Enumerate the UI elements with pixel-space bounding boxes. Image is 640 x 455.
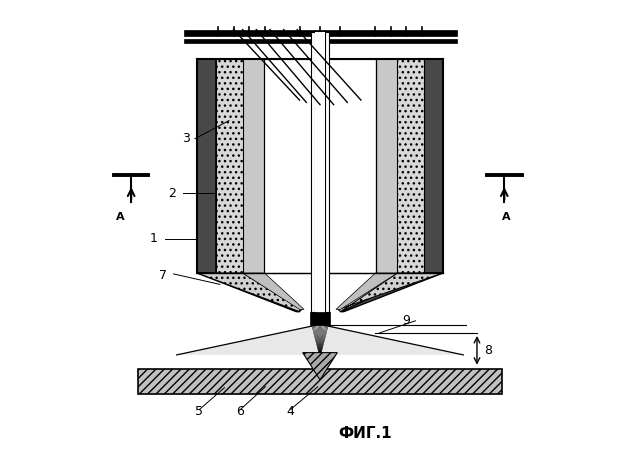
Text: 3: 3 — [182, 132, 189, 145]
Text: 9: 9 — [403, 314, 410, 327]
Text: 4: 4 — [287, 405, 294, 418]
Polygon shape — [338, 273, 443, 312]
Polygon shape — [197, 273, 300, 312]
Bar — [184, 30, 456, 36]
Bar — [264, 59, 376, 273]
Text: 5: 5 — [195, 405, 204, 418]
Text: 6: 6 — [236, 405, 244, 418]
Polygon shape — [243, 273, 304, 309]
Polygon shape — [336, 273, 397, 309]
Text: 7: 7 — [159, 269, 167, 282]
Bar — [243, 59, 264, 273]
Text: А: А — [502, 212, 511, 222]
Bar — [197, 59, 216, 273]
Polygon shape — [340, 273, 443, 312]
Bar — [325, 32, 329, 312]
Bar — [184, 39, 456, 43]
Polygon shape — [303, 353, 337, 380]
Bar — [315, 32, 325, 312]
Text: 1: 1 — [150, 233, 158, 245]
Bar — [311, 32, 315, 312]
Polygon shape — [177, 325, 463, 355]
Text: ФИГ.1: ФИГ.1 — [339, 426, 392, 440]
Polygon shape — [197, 273, 302, 312]
Bar — [424, 59, 443, 273]
Bar — [397, 59, 424, 273]
Text: А: А — [115, 212, 124, 222]
Bar — [310, 312, 330, 325]
Text: 8: 8 — [484, 344, 492, 357]
Bar — [376, 59, 397, 273]
Text: 2: 2 — [168, 187, 176, 200]
Bar — [138, 369, 502, 394]
Bar — [216, 59, 243, 273]
